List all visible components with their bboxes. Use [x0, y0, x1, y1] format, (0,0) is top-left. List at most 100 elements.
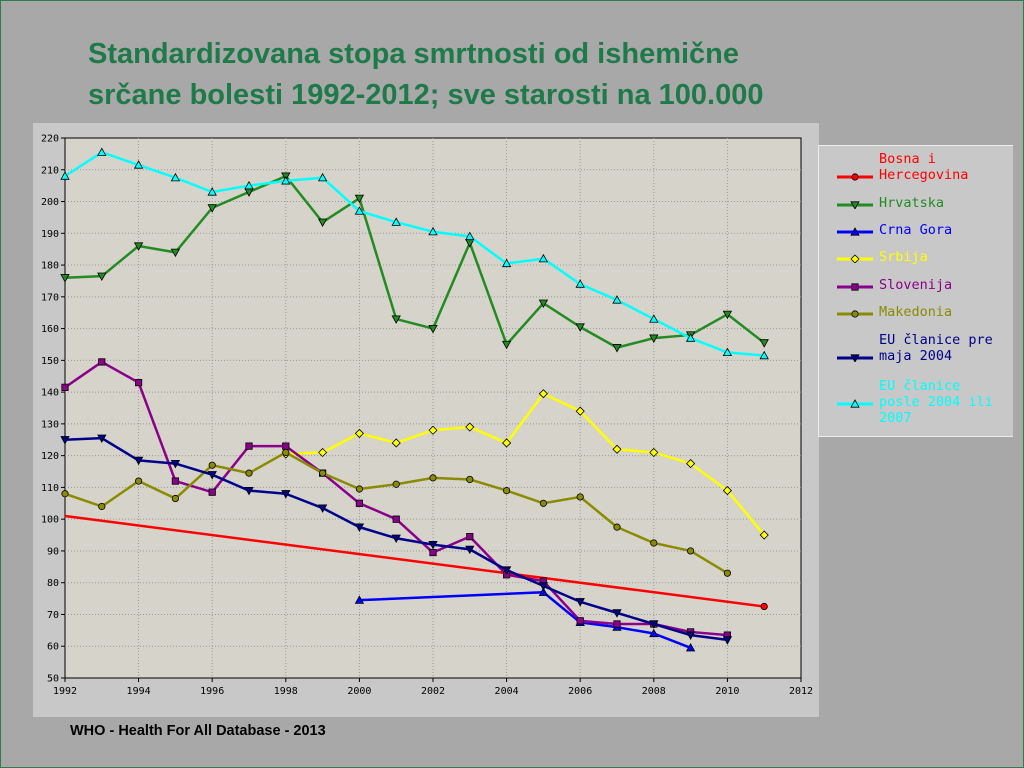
x-tick-label: 2000 — [347, 686, 371, 697]
data-point — [171, 477, 179, 485]
x-tick-label: 1996 — [200, 686, 224, 697]
y-tick-label: 190 — [41, 229, 59, 240]
data-point — [97, 434, 107, 444]
data-point — [428, 425, 438, 435]
data-point — [318, 469, 327, 477]
series-line — [64, 174, 765, 349]
data-point — [465, 231, 475, 241]
data-point — [98, 358, 106, 366]
y-tick-label: 50 — [47, 674, 59, 685]
legend-marker — [850, 227, 860, 236]
series-line — [64, 514, 765, 608]
x-tick-label: 1992 — [53, 686, 77, 697]
data-point — [649, 620, 659, 629]
data-point — [245, 469, 253, 477]
data-point — [686, 459, 696, 469]
data-point — [465, 422, 475, 432]
data-point — [722, 486, 732, 496]
data-point — [354, 428, 364, 438]
data-point — [281, 490, 291, 499]
data-point — [650, 539, 658, 547]
data-point — [428, 226, 438, 236]
data-point — [649, 447, 659, 458]
y-tick-label: 220 — [41, 134, 59, 145]
data-point — [282, 442, 290, 450]
data-point — [207, 204, 217, 213]
data-point — [612, 295, 622, 304]
legend-label: Slovenija — [879, 277, 953, 293]
data-point — [575, 279, 585, 288]
legend-swatch — [837, 283, 873, 291]
x-tick-label: 1998 — [274, 686, 298, 697]
data-point — [207, 471, 217, 480]
data-point — [170, 248, 181, 258]
data-point — [61, 383, 69, 391]
data-point — [538, 582, 549, 591]
data-point — [171, 494, 179, 503]
legend-label: Makedonia — [879, 304, 953, 320]
data-point — [612, 444, 622, 454]
y-tick-label: 90 — [47, 546, 59, 557]
data-point — [245, 442, 253, 450]
data-point — [318, 447, 328, 458]
legend-swatch — [837, 399, 873, 408]
legend-marker — [850, 201, 860, 209]
x-tick-label: 2002 — [421, 686, 445, 697]
data-point — [576, 617, 584, 625]
y-tick-label: 100 — [41, 515, 59, 526]
data-point — [466, 533, 474, 541]
legend-marker — [850, 354, 860, 362]
data-point — [97, 272, 107, 282]
chart-legend: Bosna i Hercegovina Hrvatska Crna Gora Srbi… — [818, 145, 1013, 437]
data-point — [539, 499, 547, 507]
data-point — [392, 515, 400, 523]
data-point — [759, 350, 769, 360]
data-point — [722, 636, 733, 645]
data-point — [428, 540, 438, 550]
data-point — [575, 406, 585, 416]
data-point — [355, 499, 364, 507]
series-7 — [60, 147, 769, 360]
legend-marker — [850, 399, 860, 408]
y-tick-label: 160 — [41, 324, 59, 335]
data-point — [208, 488, 216, 496]
legend-label: Crna Gora — [879, 222, 953, 238]
data-point — [391, 217, 401, 226]
series-line — [359, 590, 692, 649]
data-point — [97, 147, 107, 156]
data-point — [282, 448, 290, 457]
data-point — [98, 502, 106, 511]
data-point — [207, 187, 217, 196]
y-tick-label: 140 — [41, 388, 59, 399]
legend-swatch — [837, 201, 873, 209]
data-point — [685, 333, 696, 342]
data-point — [649, 628, 659, 638]
legend-label: EU članice pre maja 2004 — [879, 332, 993, 364]
data-point — [649, 314, 659, 323]
legend-marker — [851, 283, 859, 291]
data-point — [317, 218, 328, 228]
x-tick-label: 2010 — [715, 686, 739, 697]
y-tick-label: 180 — [41, 261, 59, 272]
legend-label: Hrvatska — [879, 195, 945, 211]
data-point — [170, 459, 181, 469]
y-tick-label: 60 — [47, 642, 59, 653]
data-point — [133, 242, 144, 251]
data-point — [538, 299, 549, 309]
y-tick-label: 110 — [41, 483, 59, 494]
data-point — [501, 258, 512, 268]
data-point — [759, 339, 769, 348]
y-tick-label: 80 — [47, 578, 59, 589]
data-point — [281, 176, 291, 185]
x-tick-label: 2004 — [495, 686, 519, 697]
data-point — [723, 569, 732, 577]
data-point — [428, 324, 438, 334]
data-point — [391, 534, 401, 544]
data-point — [501, 340, 512, 350]
y-tick-label: 200 — [41, 197, 59, 208]
data-point — [722, 347, 733, 357]
legend-swatch — [837, 254, 873, 263]
legend-swatch — [837, 310, 873, 318]
line-chart: 50 60 70 80 90 100 110 120 130 140 150 160 170 180 190… — [41, 134, 813, 698]
data-point — [133, 456, 144, 466]
